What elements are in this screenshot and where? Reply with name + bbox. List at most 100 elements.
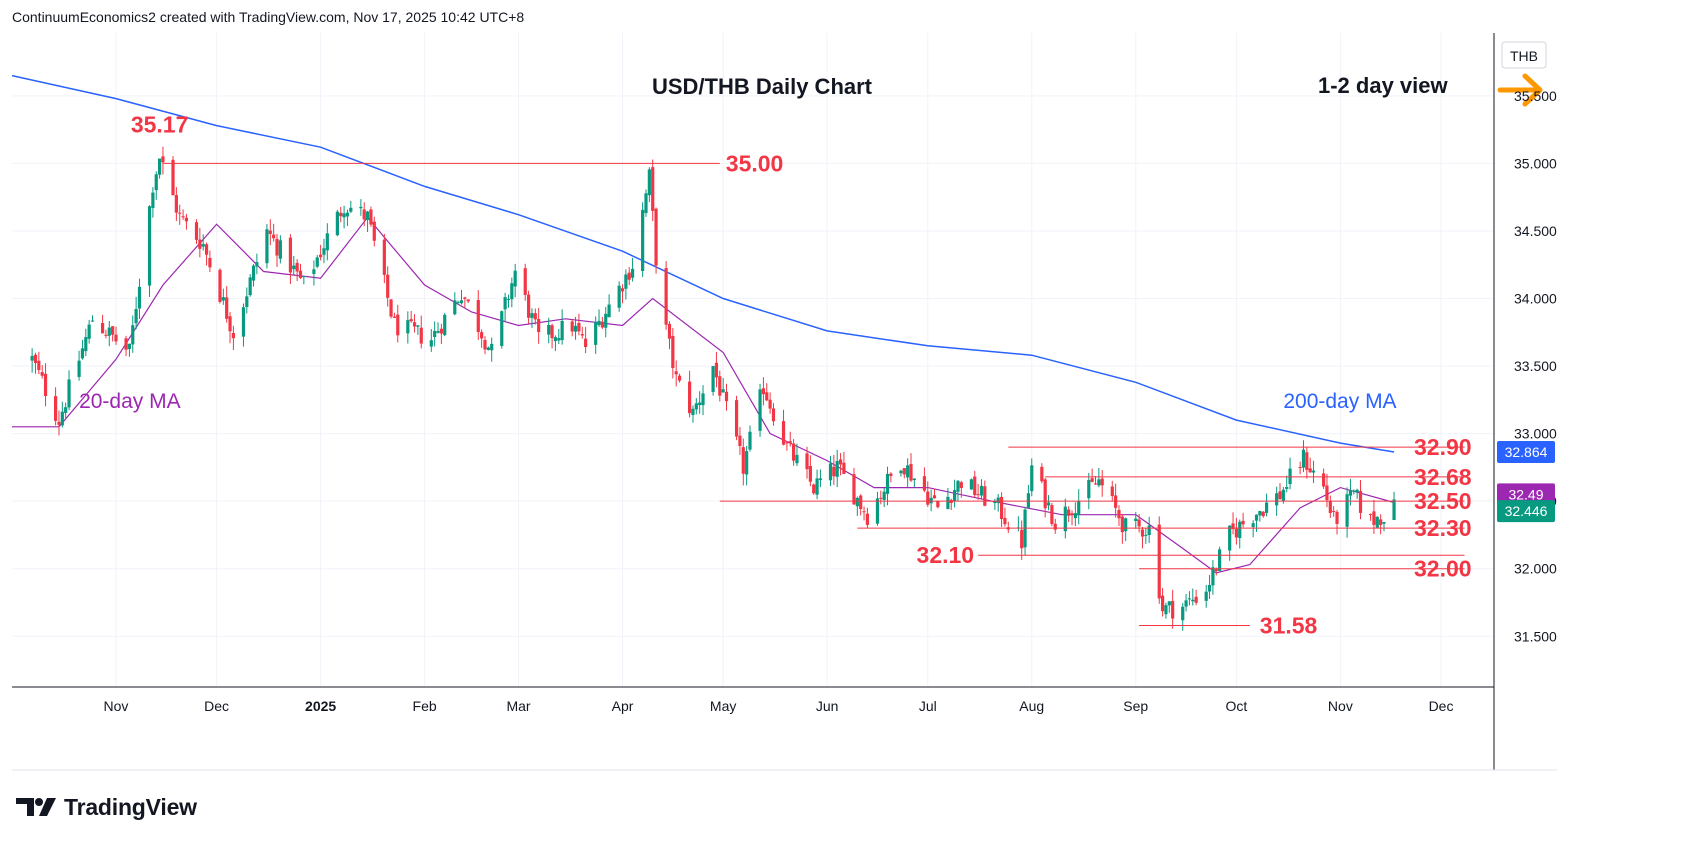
level-label-35.00: 35.00: [726, 150, 784, 176]
candle-body-112: [553, 337, 558, 342]
candle-body-44: [231, 332, 235, 339]
candle-body-86: [433, 330, 437, 337]
candle-194: [936, 500, 940, 509]
candle-body-224: [1077, 501, 1081, 515]
candle-body-161: [785, 442, 789, 444]
candle-213: [1026, 484, 1031, 509]
candle-284: [1358, 480, 1363, 520]
candle-116: [573, 316, 578, 340]
ma200-line: [11, 74, 1395, 453]
candle-body-53: [275, 238, 279, 256]
candle-78: [392, 312, 397, 318]
candle-body-282: [1352, 490, 1356, 492]
candle-body-111: [550, 325, 554, 339]
candle-body-284: [1358, 490, 1363, 513]
y-tick-label-7: 32.000: [1514, 561, 1557, 577]
candle-115: [570, 318, 574, 337]
candle-body-253: [1214, 568, 1218, 572]
candle-body-4: [43, 373, 48, 396]
candle-36: [198, 227, 202, 258]
candle-body-133: [651, 167, 655, 211]
candle-193: [932, 488, 937, 499]
candle-body-57: [295, 262, 299, 272]
arrow-right-icon: [1497, 73, 1543, 107]
candle-106: [526, 290, 531, 324]
candle-body-155: [758, 389, 762, 431]
candle-192: [929, 489, 933, 512]
candle-272: [1305, 446, 1309, 479]
candle-body-226: [1090, 478, 1094, 482]
candle-body-157: [765, 392, 769, 401]
candle-203: [979, 479, 984, 499]
candle-body-71: [362, 209, 366, 220]
candle-262: [1258, 510, 1262, 522]
candle-body-200: [969, 479, 973, 490]
candle-body-186: [902, 468, 906, 475]
candle-body-289: [1382, 522, 1386, 524]
candle-body-256: [1231, 523, 1235, 530]
candle-body-80: [406, 320, 410, 334]
candle-body-40: [218, 269, 222, 302]
candle-body-118: [580, 334, 584, 336]
candle-7: [60, 401, 64, 428]
candle-214: [1030, 458, 1034, 497]
candle-191: [926, 481, 930, 507]
candle-body-20: [124, 338, 128, 350]
candle-body-240: [1157, 524, 1161, 599]
candle-body-132: [647, 169, 651, 196]
candle-171: [832, 454, 836, 485]
candle-155: [758, 383, 762, 437]
candle-14: [90, 315, 95, 322]
candle-body-61: [315, 257, 319, 267]
candle-body-60: [312, 269, 316, 274]
candle-body-88: [439, 328, 443, 334]
candle-169: [818, 469, 823, 488]
candle-body-25: [147, 206, 152, 286]
x-tick-label-13: Dec: [1429, 698, 1454, 714]
candle-body-244: [1171, 600, 1175, 619]
tradingview-wordmark: TradingView: [64, 793, 197, 820]
candle-55: [288, 234, 293, 285]
candle-31: [174, 187, 178, 221]
candle-body-252: [1211, 567, 1215, 586]
candle-body-130: [641, 209, 645, 272]
level-label-35.17: 35.17: [131, 111, 189, 137]
candle-63: [322, 238, 326, 264]
candle-233: [1120, 513, 1124, 544]
candle-8: [64, 402, 68, 420]
tradingview-logo[interactable]: TradingView: [14, 792, 197, 822]
candle-body-241: [1160, 595, 1165, 612]
candle-body-290: [1392, 499, 1396, 520]
candle-body-18: [111, 326, 115, 335]
candle-167: [812, 483, 816, 495]
candle-217: [1046, 495, 1051, 511]
candle-200: [969, 478, 973, 490]
candle-186: [902, 467, 906, 479]
candle-243: [1167, 600, 1171, 613]
candle-174: [842, 451, 846, 475]
candle-222: [1070, 510, 1074, 526]
candle-body-235: [1134, 518, 1138, 522]
candle-234: [1124, 517, 1128, 542]
candle-251: [1207, 574, 1212, 600]
candle-235: [1134, 512, 1138, 529]
candle-body-238: [1144, 534, 1148, 536]
candle-body-211: [1020, 529, 1024, 549]
candle-body-89: [443, 314, 447, 336]
candle-body-270: [1298, 466, 1302, 468]
candle-66: [339, 206, 343, 223]
candle-264: [1264, 493, 1269, 517]
candle-190: [922, 467, 927, 493]
candle-body-136: [667, 323, 672, 339]
candle-137: [671, 327, 675, 379]
candle-271: [1301, 440, 1306, 473]
candle-216: [1043, 477, 1047, 518]
candle-126: [620, 284, 625, 304]
candle-body-250: [1204, 591, 1208, 601]
candle-103: [510, 277, 514, 308]
candle-9: [67, 370, 71, 411]
candle-221: [1067, 506, 1071, 522]
candle-108: [533, 308, 537, 325]
candle-88: [439, 323, 443, 344]
